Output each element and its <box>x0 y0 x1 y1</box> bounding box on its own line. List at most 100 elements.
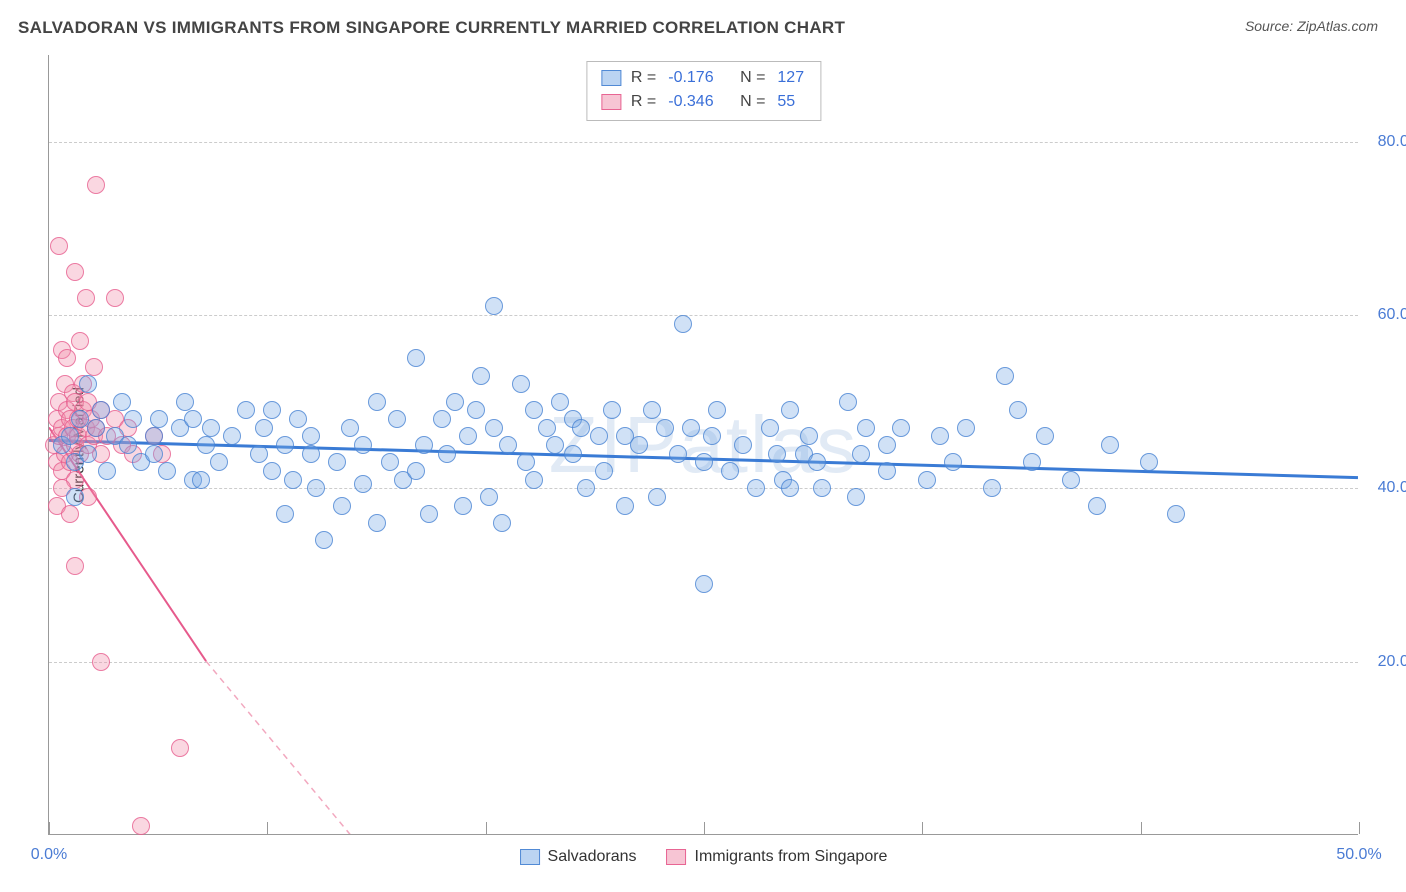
scatter-point-blue <box>944 453 962 471</box>
scatter-points-layer <box>49 55 1358 834</box>
scatter-point-blue <box>368 393 386 411</box>
legend-item-pink: Immigrants from Singapore <box>666 848 887 866</box>
scatter-point-blue <box>808 453 826 471</box>
scatter-point-blue <box>852 445 870 463</box>
source-attribution: Source: ZipAtlas.com <box>1245 18 1378 34</box>
swatch-blue-icon <box>520 849 540 865</box>
scatter-point-blue <box>433 410 451 428</box>
scatter-point-blue <box>255 419 273 437</box>
swatch-pink-icon <box>601 94 621 110</box>
scatter-point-blue <box>119 436 137 454</box>
scatter-point-pink <box>50 237 68 255</box>
scatter-point-blue <box>1167 505 1185 523</box>
scatter-point-blue <box>656 419 674 437</box>
source-label: Source: <box>1245 18 1293 34</box>
scatter-point-blue <box>454 497 472 515</box>
scatter-point-blue <box>682 419 700 437</box>
scatter-point-blue <box>695 575 713 593</box>
scatter-point-blue <box>197 436 215 454</box>
scatter-point-blue <box>538 419 556 437</box>
scatter-point-blue <box>467 401 485 419</box>
source-name: ZipAtlas.com <box>1297 18 1378 34</box>
scatter-point-blue <box>87 419 105 437</box>
scatter-point-blue <box>420 505 438 523</box>
scatter-point-blue <box>703 427 721 445</box>
scatter-point-blue <box>878 436 896 454</box>
scatter-point-blue <box>472 367 490 385</box>
y-tick-label: 80.0% <box>1378 133 1406 151</box>
scatter-point-blue <box>493 514 511 532</box>
scatter-point-blue <box>695 453 713 471</box>
scatter-point-blue <box>551 393 569 411</box>
scatter-point-blue <box>577 479 595 497</box>
n-label: N = <box>740 90 765 114</box>
scatter-point-blue <box>643 401 661 419</box>
chart-plot-area: Currently Married 20.0%40.0%60.0%80.0% 0… <box>48 55 1358 835</box>
scatter-point-blue <box>113 393 131 411</box>
scatter-point-pink <box>106 289 124 307</box>
scatter-point-blue <box>996 367 1014 385</box>
scatter-point-blue <box>263 401 281 419</box>
scatter-point-blue <box>630 436 648 454</box>
scatter-point-blue <box>768 445 786 463</box>
scatter-point-blue <box>145 445 163 463</box>
n-value-blue: 127 <box>775 66 806 90</box>
scatter-point-blue <box>674 315 692 333</box>
scatter-point-blue <box>847 488 865 506</box>
scatter-point-blue <box>307 479 325 497</box>
scatter-point-blue <box>145 427 163 445</box>
scatter-point-blue <box>415 436 433 454</box>
y-tick-label: 60.0% <box>1378 306 1406 324</box>
x-tick <box>1359 822 1360 834</box>
scatter-point-blue <box>341 419 359 437</box>
scatter-point-blue <box>184 410 202 428</box>
scatter-point-blue <box>517 453 535 471</box>
scatter-point-blue <box>595 462 613 480</box>
scatter-point-blue <box>276 436 294 454</box>
scatter-point-blue <box>590 427 608 445</box>
scatter-point-blue <box>284 471 302 489</box>
scatter-point-blue <box>480 488 498 506</box>
scatter-point-blue <box>761 419 779 437</box>
scatter-point-blue <box>983 479 1001 497</box>
scatter-point-blue <box>485 297 503 315</box>
r-value-blue: -0.176 <box>666 66 715 90</box>
scatter-point-blue <box>546 436 564 454</box>
swatch-pink-icon <box>666 849 686 865</box>
scatter-point-blue <box>1023 453 1041 471</box>
scatter-point-blue <box>781 401 799 419</box>
scatter-point-blue <box>92 401 110 419</box>
n-label: N = <box>740 66 765 90</box>
scatter-point-blue <box>1009 401 1027 419</box>
scatter-point-blue <box>446 393 464 411</box>
scatter-point-blue <box>648 488 666 506</box>
legend-label-pink: Immigrants from Singapore <box>694 848 887 866</box>
correlation-stats-box: R = -0.176 N = 127 R = -0.346 N = 55 <box>586 61 821 121</box>
scatter-point-blue <box>354 436 372 454</box>
scatter-point-blue <box>79 445 97 463</box>
scatter-point-pink <box>58 349 76 367</box>
swatch-blue-icon <box>601 70 621 86</box>
scatter-point-pink <box>71 332 89 350</box>
scatter-point-blue <box>407 462 425 480</box>
x-tick-label: 50.0% <box>1336 846 1381 864</box>
r-label: R = <box>631 90 656 114</box>
scatter-point-blue <box>918 471 936 489</box>
scatter-point-blue <box>1062 471 1080 489</box>
scatter-point-blue <box>781 479 799 497</box>
scatter-point-blue <box>124 410 142 428</box>
scatter-point-pink <box>77 289 95 307</box>
scatter-point-blue <box>79 375 97 393</box>
chart-title: SALVADORAN VS IMMIGRANTS FROM SINGAPORE … <box>18 18 845 38</box>
scatter-point-blue <box>192 471 210 489</box>
scatter-point-blue <box>388 410 406 428</box>
scatter-point-blue <box>368 514 386 532</box>
scatter-point-blue <box>721 462 739 480</box>
scatter-point-blue <box>302 445 320 463</box>
scatter-point-blue <box>800 427 818 445</box>
scatter-point-blue <box>878 462 896 480</box>
scatter-point-blue <box>512 375 530 393</box>
scatter-point-blue <box>525 471 543 489</box>
scatter-point-blue <box>210 453 228 471</box>
scatter-point-blue <box>1036 427 1054 445</box>
